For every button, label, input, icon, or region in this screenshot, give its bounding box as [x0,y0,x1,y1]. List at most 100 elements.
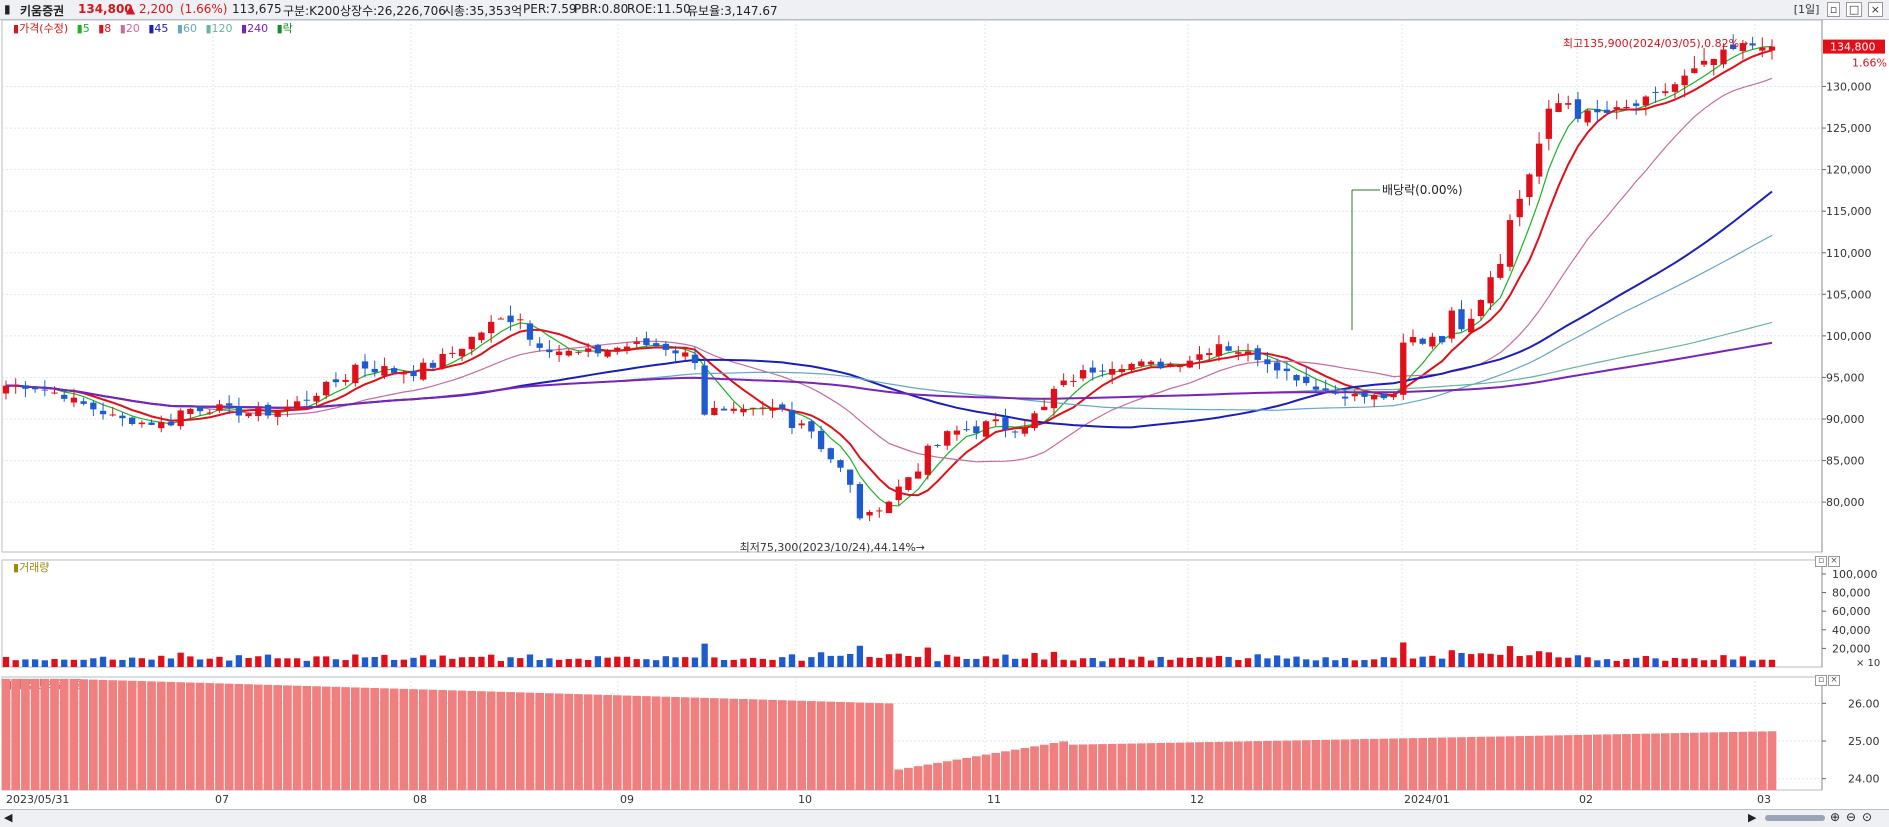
volume-bar [420,655,427,667]
foreign-panel-close-icon[interactable]: × [1828,675,1840,686]
volume-bar [1613,660,1620,667]
candle-body [1118,368,1126,373]
volume-bar [245,657,252,667]
maximize-icon[interactable]: □ [1845,2,1863,17]
volume-bar [70,659,78,667]
foreign-bar [1321,739,1330,790]
candle-body [51,392,58,394]
foreign-bar [1622,734,1631,790]
foreign-bar [263,684,273,790]
foreign-tick-label: 24.00 [1848,773,1880,786]
average-price: 113,675 [232,2,282,16]
period-selector[interactable]: [1일] [1793,3,1820,16]
foreign-bar [1651,733,1660,790]
candle-body [303,399,310,401]
legend-ma-120[interactable]: ▮120 [205,22,233,35]
legend-ex[interactable]: ▮락 [276,22,293,35]
zoom-slider[interactable] [1765,815,1825,821]
legend-ma-45[interactable]: ▮45 [148,22,169,35]
volume-bar [293,658,301,667]
legend-ma-5[interactable]: ▮5 [76,22,90,35]
per-value: PER:7.59 [523,2,577,16]
candle-body [1283,368,1290,372]
price-tick-label: 100,000 [1826,330,1872,343]
foreign-bar [1369,738,1379,790]
foreign-bar [632,695,642,790]
volume-bar [1603,659,1611,667]
x-tick-label: 09 [620,793,634,806]
scroll-right-icon[interactable]: ▶ [1748,811,1757,824]
volume-bar [643,659,650,667]
price-change: ▲ 2,200 [126,2,174,16]
foreign-legend[interactable]: ▮외국인보유비중 [6,678,83,691]
volume-bar [924,647,931,667]
legend-ma-240[interactable]: ▮240 [241,22,269,35]
foreign-panel-restore-icon[interactable]: ▫ [1815,675,1827,686]
candle-body [526,323,534,340]
division: 구분:K200 [283,4,340,18]
close-icon[interactable]: × [1867,2,1883,17]
candle-body [41,389,48,391]
legend-price[interactable]: ▮가격(수정) [13,22,69,35]
zoom-in-icon[interactable]: ⊕ [1830,810,1841,824]
foreign-bar [1573,734,1583,790]
candle-body [866,511,873,516]
volume-bar [1400,642,1407,667]
candle-body [12,385,19,387]
zoom-reset-icon[interactable]: ⊙ [1862,810,1873,824]
candle-body [1487,277,1494,304]
legend-ma-8[interactable]: ▮8 [98,22,112,35]
candle-body [1419,338,1426,344]
foreign-bar [1738,731,1748,790]
foreign-bar [40,678,50,790]
candle-body [1652,91,1659,93]
volume-bar [517,658,524,667]
foreign-bar [1253,741,1263,790]
volume-legend[interactable]: ▮거래량 [13,561,50,574]
candle-body [429,362,437,368]
foreign-bar [836,701,845,790]
foreign-bar [69,679,79,790]
foreign-bar [933,762,942,790]
foreign-bar [176,682,186,790]
volume-bar [1458,652,1465,667]
foreign-bar [506,692,515,790]
foreign-bar [186,682,195,790]
volume-panel-close-icon[interactable]: × [1828,556,1840,567]
minimize-icon[interactable]: ▫ [1826,2,1841,17]
foreign-bar [719,698,729,790]
candle-body [837,460,844,468]
volume-bar [381,654,388,667]
volume-bar [119,659,126,667]
candle-body [1050,388,1058,409]
x-tick-label: 12 [1190,793,1204,806]
legend-ma-20[interactable]: ▮20 [119,22,140,35]
candle-body [1244,351,1252,355]
foreign-bar [1,678,11,790]
foreign-bar [147,681,156,790]
foreign-bar [622,695,632,790]
candle-body [536,343,543,348]
volume-panel-restore-icon[interactable]: ▫ [1815,556,1827,567]
volume-bar [274,658,281,667]
legend-ma-60[interactable]: ▮60 [176,22,197,35]
foreign-bar [709,698,719,790]
scroll-left-icon[interactable]: ◀ [4,811,13,824]
stock-name[interactable]: 키움증권 [20,4,65,18]
candle-body [1681,75,1688,86]
ma-240-line [5,341,1773,409]
scroll-bar[interactable]: ◀ ▶ ⊕ ⊖ ⊙ [0,809,1889,827]
candle-body [1477,299,1485,317]
volume-bar [546,658,553,667]
zoom-out-icon[interactable]: ⊖ [1846,810,1857,824]
candle-body [1468,318,1475,333]
volume-bar [1002,654,1009,667]
foreign-bar [1292,740,1301,790]
candle-body [128,417,136,425]
candle-body [585,348,592,352]
candle-body [604,350,611,357]
volume-bar [361,657,369,667]
reserve-ratio: 유보율:3,147.67 [687,4,778,18]
foreign-tick-label: 26.00 [1848,697,1880,710]
